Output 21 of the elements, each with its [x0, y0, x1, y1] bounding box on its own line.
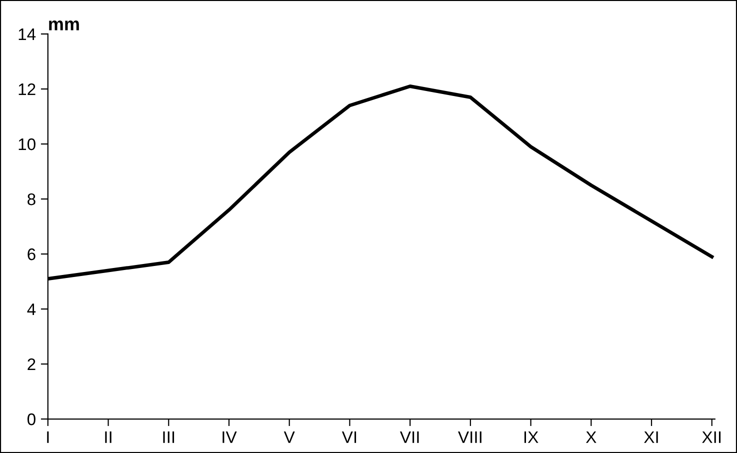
y-tick-label: 6: [28, 248, 36, 260]
y-tick-label: 12: [18, 83, 36, 96]
x-tick-label: I: [47, 431, 49, 443]
x-tick-label: VIII: [458, 431, 482, 443]
x-tick-label: X: [586, 431, 596, 443]
x-tick-label: VII: [400, 431, 419, 443]
x-tick-label: V: [284, 431, 295, 443]
x-tick-label: XI: [644, 431, 658, 443]
x-tick-label: IV: [222, 431, 237, 443]
y-axis-title: mm: [49, 20, 79, 30]
y-tick-label: 4: [27, 304, 36, 316]
x-tick-label: II: [105, 431, 112, 443]
y-tick-label: 8: [28, 193, 36, 206]
y-tick-label: 14: [18, 28, 36, 40]
y-tick-label: 2: [28, 358, 36, 370]
y-tick-label: 10: [18, 138, 36, 150]
x-tick-label: IX: [524, 431, 538, 443]
x-tick-label: III: [163, 431, 174, 443]
y-tick-label: 0: [27, 413, 36, 426]
x-tick-label: XII: [702, 431, 721, 443]
x-tick-label: VI: [342, 431, 356, 443]
